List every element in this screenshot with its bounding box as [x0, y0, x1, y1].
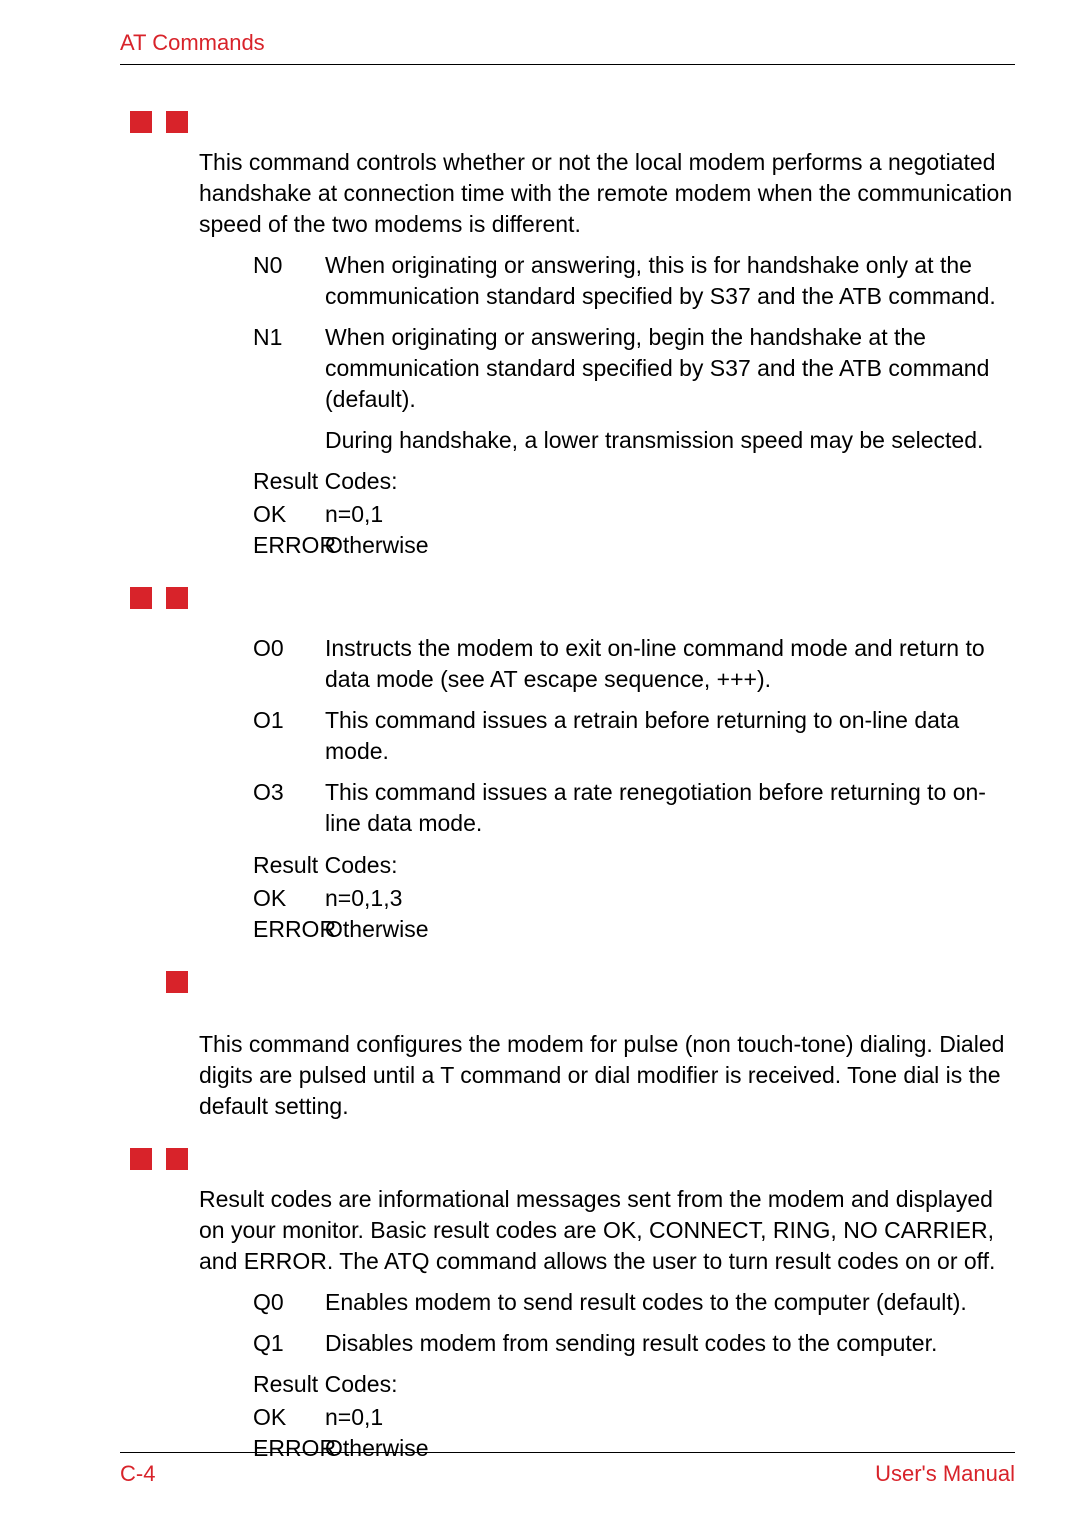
result-row: ERROR Otherwise: [253, 914, 1015, 945]
option-desc: When originating or answering, this is f…: [325, 250, 1015, 312]
marker-icon: [166, 1148, 188, 1170]
page-footer: C-4 User's Manual: [120, 1452, 1015, 1489]
result-err-val: Otherwise: [325, 530, 429, 561]
option-desc: This command issues a rate renegotiation…: [325, 777, 1015, 839]
marker-icon: [166, 587, 188, 609]
result-err-val: Otherwise: [325, 914, 429, 945]
option-row: N0 When originating or answering, this i…: [253, 250, 1015, 312]
result-ok-code: OK: [253, 1402, 325, 1433]
marker-icon: [130, 587, 152, 609]
result-label: Result Codes:: [253, 850, 1015, 881]
result-row: ERROR Otherwise: [253, 530, 1015, 561]
option-desc: Instructs the modem to exit on-line comm…: [325, 633, 1015, 695]
section-marker-row: [130, 587, 1015, 609]
option-desc: Disables modem from sending result codes…: [325, 1328, 1015, 1359]
result-err-code: ERROR: [253, 530, 325, 561]
result-ok-code: OK: [253, 499, 325, 530]
command-section: Result codes are informational messages …: [65, 1148, 1015, 1464]
section-intro: Result codes are informational messages …: [199, 1184, 1015, 1277]
option-code: O0: [253, 633, 325, 695]
option-desc: This command issues a retrain before ret…: [325, 705, 1015, 767]
command-section: This command controls whether or not the…: [65, 111, 1015, 562]
result-row: OK n=0,1: [253, 499, 1015, 530]
option-desc: Enables modem to send result codes to th…: [325, 1287, 1015, 1318]
marker-icon: [130, 1148, 152, 1170]
command-section: O0 Instructs the modem to exit on-line c…: [65, 587, 1015, 944]
result-ok-code: OK: [253, 883, 325, 914]
result-err-code: ERROR: [253, 914, 325, 945]
option-code: Q1: [253, 1328, 325, 1359]
result-ok-val: n=0,1,3: [325, 883, 402, 914]
option-row: O1 This command issues a retrain before …: [253, 705, 1015, 767]
section-marker-row: [130, 1148, 1015, 1170]
option-extra: During handshake, a lower transmission s…: [325, 425, 1015, 456]
marker-icon: [130, 111, 152, 133]
option-code: Q0: [253, 1287, 325, 1318]
option-code: O3: [253, 777, 325, 839]
option-row: Q1 Disables modem from sending result co…: [253, 1328, 1015, 1359]
option-row: N1 When originating or answering, begin …: [253, 322, 1015, 415]
marker-icon: [166, 111, 188, 133]
section-marker-row: [65, 971, 1015, 1015]
page-header: AT Commands: [120, 28, 1015, 65]
doc-title: User's Manual: [875, 1459, 1015, 1489]
result-row: OK n=0,1: [253, 1402, 1015, 1433]
header-title: AT Commands: [120, 30, 265, 55]
section-intro: This command controls whether or not the…: [199, 147, 1015, 240]
page-number: C-4: [120, 1459, 155, 1489]
option-row: O0 Instructs the modem to exit on-line c…: [253, 633, 1015, 695]
section-marker-row: [130, 111, 1015, 133]
result-row: OK n=0,1,3: [253, 883, 1015, 914]
option-desc: When originating or answering, begin the…: [325, 322, 1015, 415]
option-code: O1: [253, 705, 325, 767]
option-code: N0: [253, 250, 325, 312]
page-container: AT Commands This command controls whethe…: [0, 0, 1080, 1530]
option-code: N1: [253, 322, 325, 415]
result-ok-val: n=0,1: [325, 1402, 383, 1433]
option-row: O3 This command issues a rate renegotiat…: [253, 777, 1015, 839]
result-label: Result Codes:: [253, 1369, 1015, 1400]
section-intro: This command configures the modem for pu…: [199, 1029, 1015, 1122]
result-label: Result Codes:: [253, 466, 1015, 497]
result-ok-val: n=0,1: [325, 499, 383, 530]
option-row: Q0 Enables modem to send result codes to…: [253, 1287, 1015, 1318]
marker-icon: [166, 971, 188, 993]
command-section: This command configures the modem for pu…: [65, 971, 1015, 1122]
